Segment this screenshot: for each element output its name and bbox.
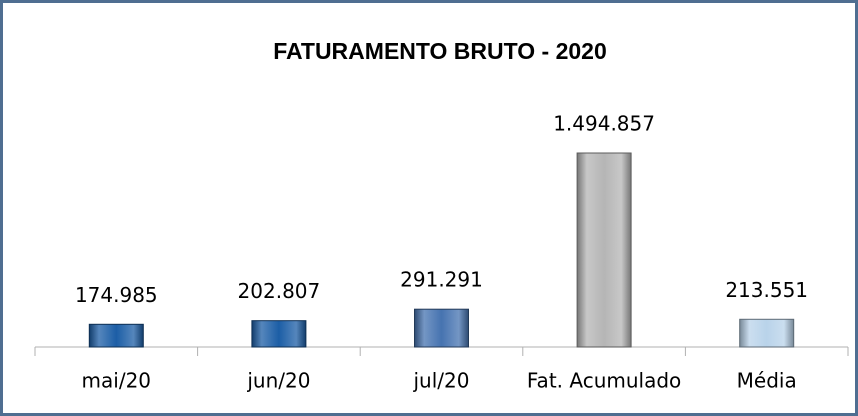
x-tick-label: mai/20 bbox=[82, 369, 151, 393]
bar bbox=[251, 320, 307, 348]
value-label: 202.807 bbox=[238, 279, 321, 303]
value-label: 174.985 bbox=[75, 283, 158, 307]
x-tick-label: jun/20 bbox=[246, 369, 310, 393]
value-label: 1.494.857 bbox=[553, 112, 655, 136]
bar bbox=[414, 308, 469, 348]
value-label: 291.291 bbox=[400, 268, 483, 292]
value-label: 213.551 bbox=[725, 278, 808, 302]
bar bbox=[739, 318, 795, 348]
bar bbox=[576, 152, 632, 348]
x-tick-label: Fat. Acumulado bbox=[527, 369, 681, 393]
x-tick-label: Média bbox=[737, 369, 797, 393]
x-tick-label: jul/20 bbox=[413, 369, 470, 393]
bar bbox=[88, 323, 144, 348]
chart-title: FATURAMENTO BRUTO - 2020 bbox=[273, 38, 607, 64]
